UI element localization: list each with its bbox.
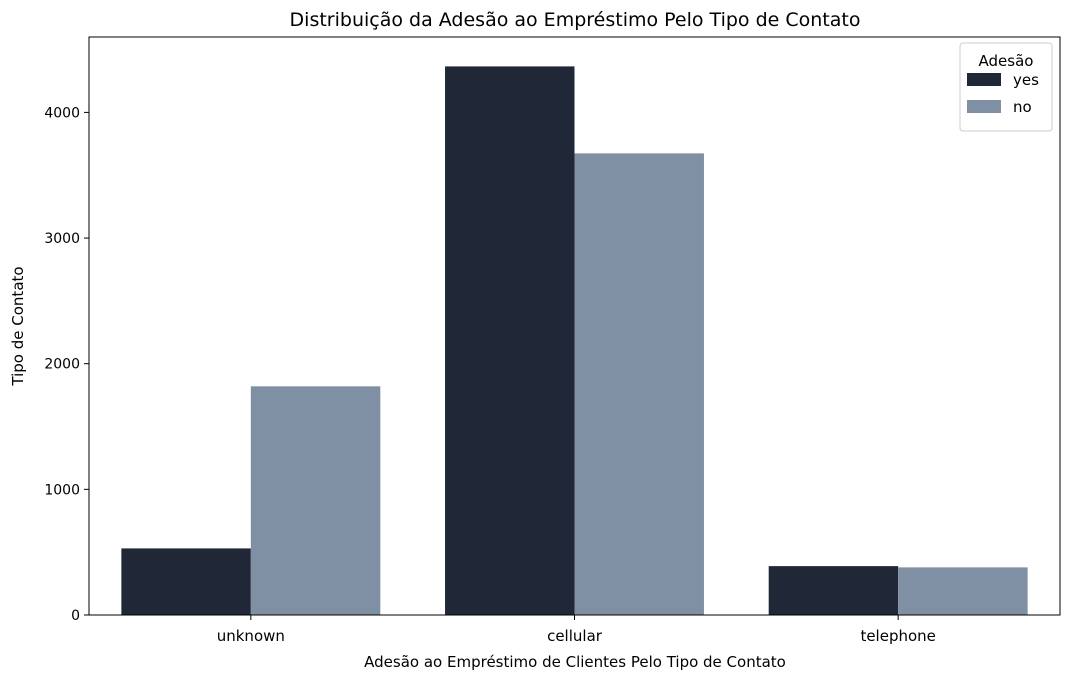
- legend-swatch-no: [967, 100, 1001, 113]
- bar-telephone-yes: [768, 566, 899, 615]
- plot-area: [88, 36, 1061, 616]
- bar-unknown-no: [250, 386, 381, 615]
- x-axis-label: Adesão ao Empréstimo de Clientes Pelo Ti…: [364, 653, 786, 671]
- legend-label-no: no: [1013, 98, 1032, 116]
- x-axis: unknown cellular telephone: [217, 615, 936, 645]
- x-tick-label-telephone: telephone: [860, 627, 935, 645]
- bar-unknown-yes: [121, 548, 251, 615]
- legend: Adesão yes no: [959, 42, 1053, 132]
- x-tick-label-cellular: cellular: [547, 627, 603, 645]
- bars: [121, 66, 1028, 616]
- x-tick-label-unknown: unknown: [217, 627, 285, 645]
- y-tick-label: 2000: [44, 357, 80, 373]
- legend-label-yes: yes: [1013, 71, 1039, 89]
- y-axis: 0 1000 2000 3000 4000: [44, 105, 89, 624]
- chart-title: Distribuição da Adesão ao Empréstimo Pel…: [290, 9, 861, 31]
- legend-swatch-yes: [967, 73, 1001, 86]
- bar-cellular-no: [574, 153, 704, 615]
- legend-items: yes no: [967, 71, 1039, 116]
- bar-cellular-yes: [445, 66, 575, 616]
- y-tick-label: 1000: [44, 482, 80, 498]
- y-tick-label: 0: [71, 608, 80, 624]
- legend-title: Adesão: [979, 52, 1034, 70]
- bar-telephone-no: [898, 567, 1028, 615]
- y-tick-label: 3000: [44, 231, 80, 247]
- y-tick-label: 4000: [44, 105, 80, 121]
- y-axis-label: Tipo de Contato: [9, 266, 27, 386]
